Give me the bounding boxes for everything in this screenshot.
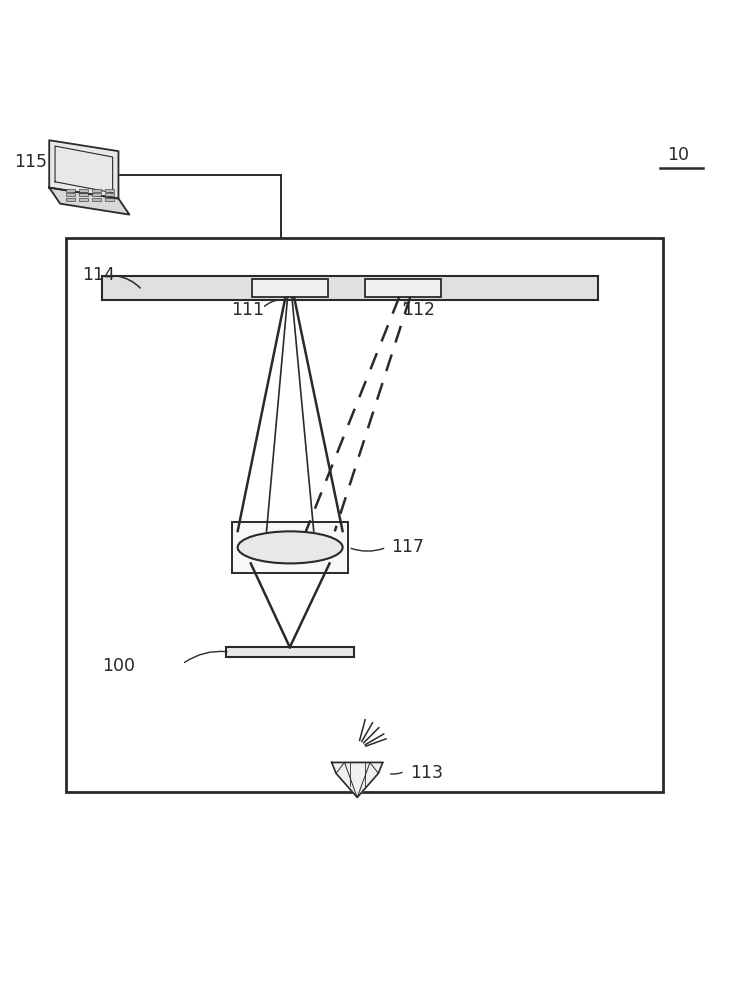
Text: 10: 10 [667, 146, 689, 164]
Bar [92, 193, 101, 196]
Text: 115: 115 [15, 153, 47, 171]
Polygon shape [332, 762, 383, 797]
Polygon shape [50, 140, 118, 199]
Text: 100: 100 [102, 657, 135, 675]
Bar [66, 198, 74, 201]
Bar [105, 198, 114, 201]
Bar [92, 198, 101, 201]
Bar [66, 189, 74, 192]
Bar [364, 279, 441, 297]
Bar [252, 279, 328, 297]
Bar [105, 193, 114, 196]
Bar [66, 193, 74, 196]
Bar [102, 276, 598, 300]
Polygon shape [50, 188, 129, 215]
Text: 114: 114 [82, 266, 115, 284]
Bar [79, 189, 88, 192]
Bar [92, 189, 101, 192]
Bar [232, 522, 348, 573]
Text: 113: 113 [410, 764, 443, 782]
Text: 117: 117 [391, 538, 424, 556]
Text: 111: 111 [231, 301, 265, 319]
Text: 112: 112 [402, 301, 435, 319]
Ellipse shape [238, 531, 343, 563]
Bar [105, 189, 114, 192]
Bar [79, 198, 88, 201]
Bar [226, 647, 354, 657]
Bar [66, 238, 663, 792]
Bar [79, 193, 88, 196]
